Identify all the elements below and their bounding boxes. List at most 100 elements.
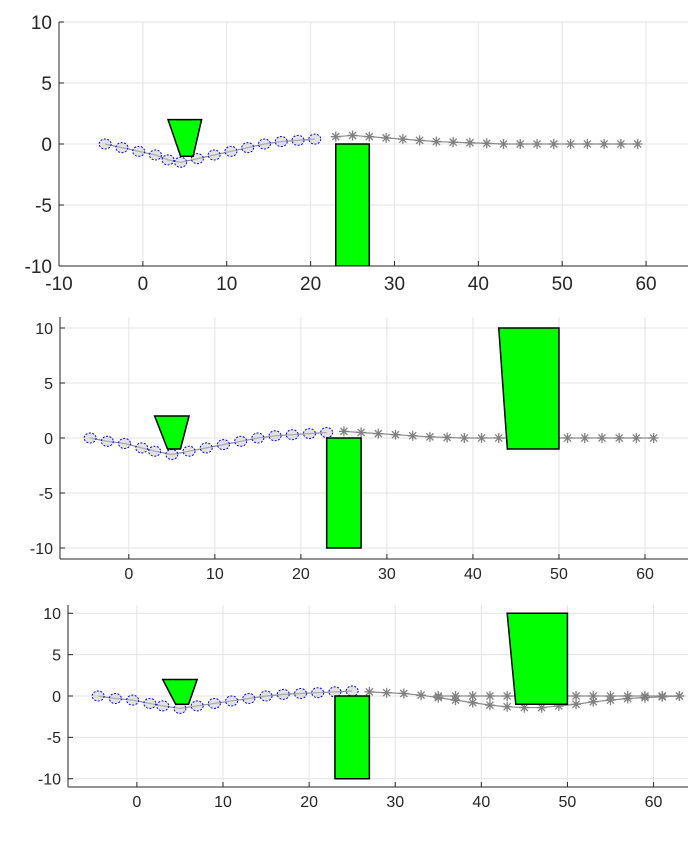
series-1-point bbox=[161, 154, 175, 166]
series-2-point bbox=[614, 433, 625, 443]
series-1-point bbox=[302, 428, 316, 440]
y-tick-label: 0 bbox=[44, 431, 53, 448]
x-tick-label: 10 bbox=[216, 274, 237, 295]
series-2-point bbox=[498, 139, 509, 149]
series-3-point bbox=[502, 691, 513, 701]
obstacle-2 bbox=[335, 143, 371, 266]
series-2-point bbox=[414, 135, 425, 146]
series-2-point bbox=[599, 139, 610, 149]
series-2-point bbox=[347, 130, 358, 141]
series-2-point bbox=[519, 702, 530, 713]
x-tick-label: 50 bbox=[552, 274, 573, 295]
series-2-point bbox=[582, 139, 593, 149]
y-tick-label: -10 bbox=[38, 771, 61, 788]
series-2-point bbox=[481, 138, 492, 149]
x-tick-label: 20 bbox=[300, 274, 321, 295]
series-2-point bbox=[553, 700, 564, 711]
x-tick-label: 0 bbox=[138, 274, 149, 295]
obstacle-3 bbox=[506, 612, 569, 706]
series-2-point bbox=[632, 139, 643, 149]
series-1-point bbox=[216, 439, 230, 451]
x-tick-label: 20 bbox=[300, 794, 318, 811]
series-3-point bbox=[467, 691, 478, 701]
y-tick-label: 10 bbox=[43, 606, 61, 623]
x-tick-label: 0 bbox=[124, 566, 133, 583]
x-tick-label: 30 bbox=[386, 794, 404, 811]
series-2-point bbox=[356, 427, 367, 438]
plot-content-3 bbox=[91, 612, 685, 780]
series-2-point bbox=[579, 433, 590, 443]
series-3-point bbox=[622, 691, 633, 701]
y-tick-label: 0 bbox=[41, 135, 52, 156]
series-1-point bbox=[224, 145, 238, 157]
series-2-point bbox=[448, 137, 459, 148]
series-1-point bbox=[285, 429, 299, 441]
series-2-point bbox=[390, 429, 401, 440]
series-2-point bbox=[381, 132, 392, 143]
series-1-point bbox=[207, 149, 221, 161]
series-2-point bbox=[364, 131, 375, 142]
series-1-point bbox=[259, 690, 273, 702]
series-1-point bbox=[276, 688, 290, 700]
series-2-point bbox=[548, 139, 559, 149]
series-3-point bbox=[571, 691, 582, 701]
obstacle-1 bbox=[161, 678, 199, 706]
series-2-point bbox=[502, 701, 513, 712]
series-1-point bbox=[156, 700, 170, 712]
series-3-point bbox=[433, 691, 444, 701]
y-tick-label: 0 bbox=[52, 689, 61, 706]
series-2-point bbox=[571, 699, 582, 710]
series-1-point bbox=[100, 435, 114, 447]
x-tick-label: 60 bbox=[636, 566, 654, 583]
x-tick-label: 40 bbox=[464, 566, 482, 583]
obstacle-3 bbox=[497, 327, 560, 450]
series-1-point bbox=[83, 432, 97, 444]
x-tick-label: 50 bbox=[559, 794, 577, 811]
series-2-point bbox=[596, 433, 607, 443]
series-1-point bbox=[199, 442, 213, 454]
series-1-point bbox=[182, 445, 196, 457]
series-1-point bbox=[241, 142, 255, 154]
y-tick-label: 5 bbox=[41, 74, 52, 95]
obstacle-1 bbox=[166, 118, 203, 157]
series-1-point bbox=[108, 692, 122, 704]
x-tick-label: 30 bbox=[378, 566, 396, 583]
series-1-point bbox=[291, 134, 305, 146]
series-3-point bbox=[657, 691, 668, 701]
series-2-point bbox=[397, 134, 408, 145]
series-2-point bbox=[648, 433, 659, 443]
series-2-point bbox=[424, 431, 435, 442]
series-2-point bbox=[536, 702, 547, 713]
series-3-point bbox=[588, 691, 599, 701]
series-2-point bbox=[381, 687, 392, 698]
series-1-point bbox=[251, 432, 265, 444]
series-2-point bbox=[467, 697, 478, 708]
series-1-point bbox=[118, 438, 132, 449]
series-1-point bbox=[91, 690, 105, 702]
series-1-point bbox=[257, 138, 271, 150]
series-2-point bbox=[484, 700, 495, 711]
x-tick-label: 10 bbox=[206, 566, 224, 583]
series-3-point bbox=[605, 691, 616, 701]
series-2-point bbox=[588, 696, 599, 707]
obstacle-2 bbox=[325, 437, 362, 549]
x-tick-label: 10 bbox=[214, 794, 232, 811]
series-1-point bbox=[126, 694, 140, 706]
x-tick-label: 60 bbox=[635, 274, 656, 295]
series-2-point bbox=[431, 136, 442, 147]
series-1-point bbox=[98, 138, 112, 150]
chart-panel-1: -10 0 10 20 30 40 50 60 -10 -5 0 5 10 bbox=[25, 13, 688, 295]
series-1-point bbox=[135, 442, 149, 454]
series-2-point bbox=[631, 433, 642, 443]
series-1-point bbox=[242, 692, 256, 704]
series-1-point bbox=[268, 430, 282, 442]
series-1-point bbox=[190, 700, 204, 712]
x-tick-label: 50 bbox=[550, 566, 568, 583]
obstacle-2 bbox=[334, 695, 371, 780]
series-2-point bbox=[476, 433, 487, 443]
plot-content-1 bbox=[98, 118, 643, 266]
y-tick-label: 5 bbox=[52, 647, 61, 664]
series-3-point bbox=[639, 691, 650, 701]
series-2-point bbox=[565, 139, 576, 149]
